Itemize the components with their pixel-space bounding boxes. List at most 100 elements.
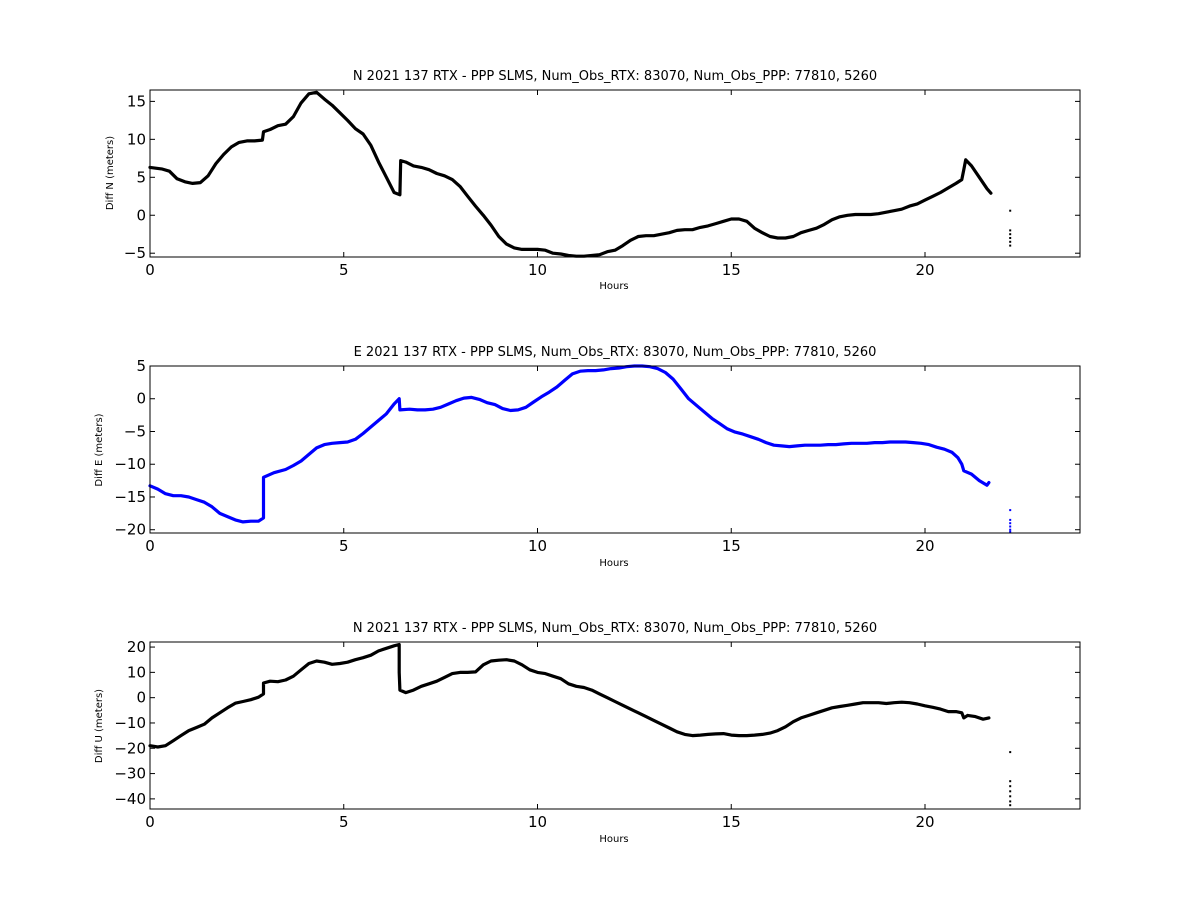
data-point xyxy=(741,433,744,436)
data-point xyxy=(521,248,523,251)
data-point xyxy=(575,685,578,688)
data-point xyxy=(398,408,401,411)
data-point xyxy=(1009,800,1012,803)
data-point xyxy=(338,662,341,665)
data-point xyxy=(428,682,430,685)
data-point xyxy=(459,671,461,674)
data-point xyxy=(776,729,779,732)
data-point xyxy=(249,520,252,523)
data-point xyxy=(924,704,926,707)
data-point xyxy=(695,404,698,407)
data-point xyxy=(749,435,752,438)
data-point xyxy=(796,444,799,447)
data-point xyxy=(831,706,833,709)
data-point xyxy=(982,718,985,721)
data-point xyxy=(738,218,740,220)
data-point xyxy=(854,213,857,216)
data-point xyxy=(172,494,175,497)
y-axis-label: Diff E (meters) xyxy=(94,413,105,486)
data-point xyxy=(838,215,841,218)
data-point xyxy=(769,732,771,735)
data-point xyxy=(362,432,365,435)
data-point xyxy=(819,444,822,447)
data-point xyxy=(331,104,334,107)
data-point xyxy=(435,172,438,175)
data-point xyxy=(1009,522,1012,525)
data-point xyxy=(637,235,640,238)
data-point xyxy=(509,409,512,412)
data-point xyxy=(315,660,318,662)
x-tick-label: 0 xyxy=(145,813,155,831)
data-points xyxy=(149,644,1011,807)
data-point xyxy=(951,451,954,454)
data-point xyxy=(1009,244,1012,247)
plot-frame xyxy=(149,641,1081,810)
data-point xyxy=(699,226,702,229)
data-point xyxy=(230,145,233,148)
data-point xyxy=(399,159,402,162)
y-tick-label: 20 xyxy=(127,638,146,656)
data-point xyxy=(912,441,915,444)
data-point xyxy=(307,453,310,456)
y-tick-label: −10 xyxy=(114,455,146,473)
data-point xyxy=(660,723,663,726)
data-point xyxy=(398,397,401,400)
data-point xyxy=(474,205,477,208)
data-point xyxy=(629,708,632,711)
data-point xyxy=(362,133,365,135)
data-point xyxy=(986,484,988,487)
y-tick-label: 15 xyxy=(127,92,146,110)
y-tick-label: −40 xyxy=(114,790,146,808)
data-point xyxy=(850,442,853,445)
data-point xyxy=(447,403,450,405)
data-point xyxy=(323,98,326,101)
data-point xyxy=(668,727,671,729)
data-point xyxy=(443,174,446,177)
data-point xyxy=(974,715,977,718)
data-point xyxy=(738,734,740,737)
data-point xyxy=(497,659,500,662)
data-point xyxy=(168,170,171,173)
data-point xyxy=(637,711,640,714)
data-point xyxy=(354,438,357,441)
data-point xyxy=(986,187,988,190)
data-point xyxy=(493,403,496,406)
data-point xyxy=(552,252,554,255)
x-tick-label: 20 xyxy=(915,537,934,555)
y-tick-label: 0 xyxy=(136,689,146,707)
y-tick-label: 0 xyxy=(136,390,146,408)
data-point xyxy=(536,248,539,251)
data-point xyxy=(947,186,950,189)
data-point xyxy=(393,403,396,405)
data-point xyxy=(555,386,558,388)
data-point xyxy=(614,700,616,703)
data-point xyxy=(315,446,318,449)
data-point xyxy=(273,471,275,474)
data-point xyxy=(730,734,733,737)
data-point xyxy=(761,733,764,736)
data-point xyxy=(815,227,818,230)
data-point xyxy=(676,730,678,733)
data-point xyxy=(908,701,911,704)
data-point xyxy=(889,441,892,443)
data-point xyxy=(935,446,938,449)
data-point xyxy=(668,231,671,234)
data-point xyxy=(156,488,159,491)
data-point xyxy=(428,168,430,171)
data-point xyxy=(398,193,401,196)
data-point xyxy=(583,686,585,689)
data-point xyxy=(753,734,756,737)
data-point xyxy=(156,746,159,748)
data-point xyxy=(947,710,950,713)
y-tick-label: −5 xyxy=(124,244,146,262)
data-point xyxy=(222,153,225,156)
data-point xyxy=(1009,518,1012,521)
data-point xyxy=(226,515,229,518)
data-point xyxy=(398,689,401,692)
data-point xyxy=(338,441,341,444)
data-point xyxy=(262,476,265,479)
data-point xyxy=(276,124,279,127)
data-point xyxy=(745,734,748,737)
data-point xyxy=(683,733,686,736)
data-point xyxy=(412,164,415,167)
